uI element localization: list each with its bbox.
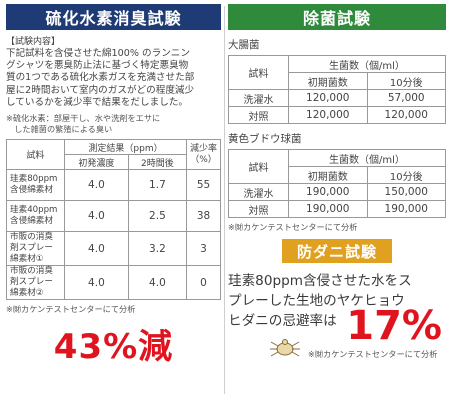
hydrogen-sulfide-section: 硫化水素消臭試験 【試験内容】 下記試料を含侵させた綿100% のランニン グシ…	[6, 4, 221, 368]
sample-name: 市販の消臭 剤スプレー 綿素材②	[6, 265, 65, 301]
mite-banner: 防ダニ試験	[282, 239, 392, 263]
col-measure-header: 測定結果（ppm）	[64, 139, 187, 156]
table-row: 市販の消臭 剤スプレー 綿素材① 4.0 3.2 3	[6, 231, 221, 267]
sterilization-banner: 除菌試験	[228, 4, 446, 30]
col-after-header: 2時間後	[127, 154, 188, 171]
mite-text-line: プレーした生地のヤケヒョウ	[228, 293, 405, 309]
initial-value: 190,000	[288, 200, 368, 218]
sample-name: 対照	[228, 106, 289, 124]
column-divider	[224, 6, 225, 394]
mite-result: 珪素80ppm含侵させた水をス プレーした生地のヤケヒョウ ヒダニの忌避率は 1…	[228, 269, 446, 349]
method-line: 屋に2時間おいて室内のガスがどの程度減少	[6, 84, 195, 96]
table-row: 対照 190,000 190,000	[228, 200, 446, 218]
initial-value: 4.0	[64, 231, 129, 267]
sample-name: 市販の消臭 剤スプレー 綿素材①	[6, 231, 65, 267]
method-line: しているかを減少率で結果をだしました。	[6, 96, 188, 108]
note-line: した雑菌の繁殖による臭い	[6, 123, 113, 134]
col-count-header: 生菌数（個/ml）	[288, 55, 446, 73]
method-line: グシャツを悪臭防止法に基づく特定悪臭物	[6, 60, 189, 72]
rate-value: 0	[186, 265, 221, 301]
ecoli-table: 試料 生菌数（個/ml） 初期菌数 10分後 洗濯水 120,000 57,00…	[228, 55, 446, 124]
col-count-header: 生菌数（個/ml）	[288, 149, 446, 167]
initial-value: 120,000	[288, 106, 368, 124]
source-note: ※㈶カケンテストセンターにて分析	[308, 349, 438, 359]
rate-value: 38	[186, 200, 221, 233]
col-rate-header: 減少率（%）	[186, 139, 221, 171]
col-sample-header: 試料	[228, 55, 289, 90]
after-value: 1.7	[127, 169, 188, 202]
table-row: 珪素40ppm 含侵綿素材 4.0 2.5 38	[6, 200, 221, 233]
initial-value: 4.0	[64, 200, 129, 233]
method-line: 質の1つである硫化水素ガスを充満させた部	[6, 72, 195, 84]
bacteria-name: 黄色ブドウ球菌	[228, 133, 302, 145]
after-value: 3.2	[127, 231, 188, 267]
mite-repellency-rate: 17%	[346, 303, 442, 349]
sample-name: 洗濯水	[228, 89, 289, 107]
hydrogen-sulfide-banner: 硫化水素消臭試験	[6, 4, 221, 30]
method-title: 【試験内容】	[6, 37, 61, 47]
source-note: ※㈶カケンテストセンターにて分析	[6, 304, 136, 315]
reduction-headline: 43%減	[53, 327, 174, 368]
table-row: 珪素80ppm 含侵綿素材 4.0 1.7 55	[6, 169, 221, 202]
initial-value: 120,000	[288, 89, 368, 107]
table-row: 市販の消臭 剤スプレー 綿素材② 4.0 4.0 0	[6, 265, 221, 301]
staph-table: 試料 生菌数（個/ml） 初期菌数 10分後 洗濯水 190,000 150,0…	[228, 149, 446, 218]
mite-text-line: 珪素80ppm含侵させた水をス	[228, 273, 412, 289]
sterilization-section: 除菌試験 大腸菌 試料 生菌数（個/ml） 初期菌数 10分後 洗濯水 120,…	[228, 4, 446, 361]
rate-value: 3	[186, 231, 221, 267]
sample-name: 珪素40ppm 含侵綿素材	[6, 200, 65, 233]
after-value: 2.5	[127, 200, 188, 233]
method-body: 下記試料を含侵させた綿100% のランニン グシャツを悪臭防止法に基づく特定悪臭…	[6, 48, 221, 109]
col-initial-header: 初期菌数	[288, 166, 368, 184]
table-row: 洗濯水 190,000 150,000	[228, 183, 446, 201]
note-line: ※硫化水素：部屋干し、水や洗剤をエサに	[6, 113, 161, 124]
hydrogen-sulfide-table: 試料 測定結果（ppm） 減少率（%） 初発濃度 2時間後 珪素80ppm 含侵綿…	[6, 139, 221, 301]
after-value: 120,000	[366, 106, 446, 124]
sample-name: 対照	[228, 200, 289, 218]
table-row: 対照 120,000 120,000	[228, 106, 446, 124]
col-sample-header: 試料	[6, 139, 65, 171]
source-note: ※㈶カケンテストセンターにて分析	[228, 222, 358, 232]
col-sample-header: 試料	[228, 149, 289, 184]
mite-text-line: ヒダニの忌避率は	[228, 313, 337, 329]
bacteria-name: 大腸菌	[228, 39, 260, 51]
initial-value: 4.0	[64, 265, 129, 301]
col-initial-header: 初期菌数	[288, 72, 368, 90]
mite-icon	[270, 339, 300, 357]
after-value: 57,000	[366, 89, 446, 107]
after-value: 150,000	[366, 183, 446, 201]
after-value: 190,000	[366, 200, 446, 218]
method-line: 下記試料を含侵させた綿100% のランニン	[6, 48, 190, 59]
sample-name: 珪素80ppm 含侵綿素材	[6, 169, 65, 202]
rate-value: 55	[186, 169, 221, 202]
sample-name: 洗濯水	[228, 183, 289, 201]
initial-value: 4.0	[64, 169, 129, 202]
col-after-header: 10分後	[366, 72, 446, 90]
col-initial-header: 初発濃度	[64, 154, 129, 171]
col-after-header: 10分後	[366, 166, 446, 184]
initial-value: 190,000	[288, 183, 368, 201]
table-row: 洗濯水 120,000 57,000	[228, 89, 446, 107]
after-value: 4.0	[127, 265, 188, 301]
hydrogen-sulfide-note: ※硫化水素：部屋干し、水や洗剤をエサに した雑菌の繁殖による臭い	[6, 113, 221, 134]
